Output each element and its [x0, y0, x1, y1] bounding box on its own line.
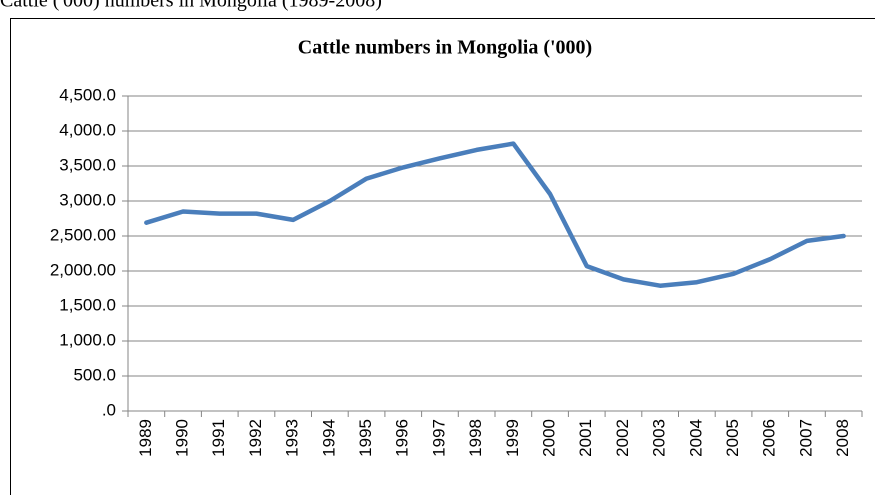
y-tick-label: 500.0: [73, 365, 116, 384]
x-tick-label: 2000: [540, 419, 559, 457]
x-tick-label: 2001: [576, 419, 595, 457]
x-tick-label: 2007: [796, 419, 815, 457]
y-tick-label: 1,500.0: [59, 295, 116, 314]
y-tick-label: 4,000.0: [59, 120, 116, 139]
x-tick-label: 1997: [429, 419, 448, 457]
y-tick-label: 4,500.0: [59, 85, 116, 104]
y-tick-label: 3,000.0: [59, 190, 116, 209]
y-tick-label: 2,000.00: [50, 260, 116, 279]
y-tick-label: .0: [102, 400, 116, 419]
x-tick-label: 1996: [393, 419, 412, 457]
data-line: [144, 141, 846, 288]
x-tick-label: 1995: [356, 419, 375, 457]
x-tick-label: 1993: [283, 419, 302, 457]
x-tick-label: 2003: [650, 419, 669, 457]
x-tick-label: 1998: [466, 419, 485, 457]
y-tick-label: 1,000.0: [59, 330, 116, 349]
x-tick-label: 2006: [760, 419, 779, 457]
x-tick-label: 2004: [686, 419, 705, 457]
x-tick-label: 1992: [246, 419, 265, 457]
chart-border: [10, 18, 875, 495]
chart-title: Cattle numbers in Mongolia ('000): [298, 37, 592, 59]
caption: Cattle ('000) numbers in Mongolia (1989-…: [0, 0, 382, 12]
x-tick-label: 1990: [173, 419, 192, 457]
x-tick-label: 1991: [209, 419, 228, 457]
x-tick-label: 1999: [503, 419, 522, 457]
y-tick-label: 2,500.00: [50, 225, 116, 244]
x-tick-label: 2005: [723, 419, 742, 457]
x-tick-label: 2008: [833, 419, 852, 457]
y-tick-label: 3,500.0: [59, 155, 116, 174]
x-tick-label: 1994: [319, 419, 338, 457]
x-tick-label: 1989: [136, 419, 155, 457]
x-tick-label: 2002: [613, 419, 632, 457]
